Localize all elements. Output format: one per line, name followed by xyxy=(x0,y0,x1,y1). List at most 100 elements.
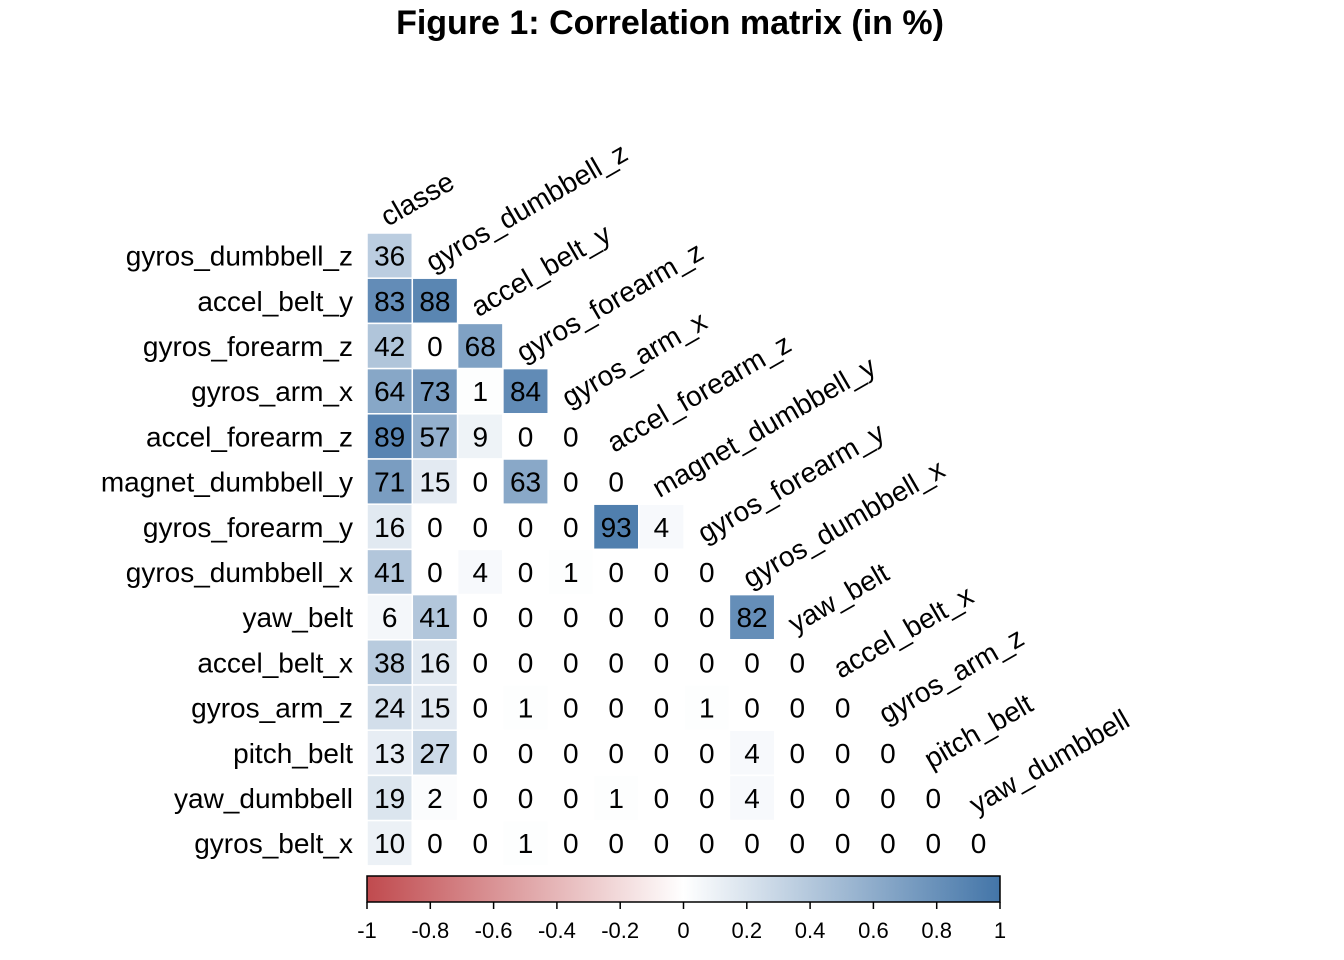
heatmap-cell xyxy=(728,593,776,641)
heatmap-cell xyxy=(638,729,685,777)
cell-value-label: 0 xyxy=(518,783,534,814)
cell-value-label: 0 xyxy=(563,647,579,678)
cell-value-label: 0 xyxy=(518,738,534,769)
heatmap-cell xyxy=(728,729,776,777)
cell-value-label: 0 xyxy=(472,602,488,633)
heatmap-cell xyxy=(592,729,640,777)
heatmap-cell xyxy=(456,774,504,822)
cell-value-label: 0 xyxy=(427,828,443,859)
heatmap-cell xyxy=(638,774,685,822)
cell-value-label: 0 xyxy=(427,557,443,588)
heatmap-cell xyxy=(773,639,821,686)
cell-value-label: 84 xyxy=(510,376,541,407)
heatmap-cell xyxy=(683,729,731,777)
cell-value-label: 73 xyxy=(419,376,450,407)
heatmap-cell xyxy=(864,729,912,777)
cell-value-label: 0 xyxy=(427,512,443,543)
heatmap-cell xyxy=(411,458,459,505)
cell-value-label: 89 xyxy=(374,421,405,452)
heatmap-cell xyxy=(728,774,776,822)
heatmap-cell xyxy=(366,593,414,641)
cell-value-label: 0 xyxy=(880,828,896,859)
cell-value-label: 0 xyxy=(744,647,760,678)
cell-value-label: 0 xyxy=(744,693,760,724)
colorbar-tick-label: 0 xyxy=(677,918,689,943)
cell-value-label: 1 xyxy=(518,828,534,859)
heatmap-cell xyxy=(955,819,1002,867)
cell-value-label: 0 xyxy=(835,783,851,814)
heatmap-cell xyxy=(411,639,459,686)
heatmap-cell xyxy=(456,639,504,686)
heatmap-cell xyxy=(683,548,731,596)
cell-value-label: 83 xyxy=(374,286,405,317)
row-label: accel_belt_x xyxy=(197,647,353,678)
heatmap-cell xyxy=(909,819,957,867)
colorbar-tick-label: 0.2 xyxy=(732,918,763,943)
cell-value-label: 0 xyxy=(699,557,715,588)
cell-value-label: 0 xyxy=(880,783,896,814)
cell-value-label: 4 xyxy=(654,512,670,543)
column-label: yaw_belt xyxy=(783,557,894,639)
heatmap-cell xyxy=(366,232,414,279)
cell-value-label: 0 xyxy=(699,738,715,769)
heatmap-cell xyxy=(547,458,595,505)
row-labels: gyros_dumbbell_z accel_belt_y gyros_forear… xyxy=(101,241,353,860)
cell-value-label: 0 xyxy=(472,467,488,498)
colorbar-tick-label: -0.2 xyxy=(601,918,639,943)
cell-value-label: 0 xyxy=(608,828,624,859)
heatmap-cell xyxy=(366,684,414,731)
cell-value-label: 6 xyxy=(382,602,398,633)
heatmap-cell xyxy=(864,819,912,867)
heatmap-cell xyxy=(366,548,414,596)
cell-value-label: 4 xyxy=(744,783,760,814)
cell-value-label: 0 xyxy=(608,693,624,724)
cell-value-label: 0 xyxy=(835,693,851,724)
cell-value-label: 0 xyxy=(744,828,760,859)
cell-value-label: 0 xyxy=(835,828,851,859)
cell-value-label: 0 xyxy=(699,828,715,859)
cell-value-label: 0 xyxy=(608,738,624,769)
heatmap-cell xyxy=(592,684,640,731)
cell-value-label: 2 xyxy=(427,783,443,814)
cell-value-label: 0 xyxy=(790,783,806,814)
heatmap-cell xyxy=(819,684,867,731)
row-label: yaw_dumbbell xyxy=(174,783,353,814)
heatmap-cell xyxy=(592,639,640,686)
colorbar-tick-label: -0.4 xyxy=(538,918,576,943)
cell-value-label: 63 xyxy=(510,467,541,498)
cell-value-label: 38 xyxy=(374,647,405,678)
cell-value-label: 0 xyxy=(608,467,624,498)
row-label: gyros_arm_x xyxy=(191,376,353,407)
heatmap-cell xyxy=(592,819,640,867)
colorbar-tick-label: -0.6 xyxy=(475,918,513,943)
row-label: gyros_forearm_z xyxy=(143,331,353,362)
cell-value-label: 0 xyxy=(427,331,443,362)
cell-value-label: 1 xyxy=(563,557,579,588)
heatmap-cell xyxy=(411,819,459,867)
cell-value-label: 4 xyxy=(744,738,760,769)
cell-value-label: 0 xyxy=(880,738,896,769)
heatmap-cells xyxy=(366,232,1002,867)
row-label: yaw_belt xyxy=(242,602,353,633)
heatmap-cell xyxy=(773,774,821,822)
cell-value-label: 0 xyxy=(654,738,670,769)
cell-value-label: 0 xyxy=(472,647,488,678)
cell-value-label: 0 xyxy=(654,783,670,814)
heatmap-cell xyxy=(819,819,867,867)
cell-value-label: 27 xyxy=(419,738,450,769)
heatmap-cell xyxy=(366,458,414,505)
cell-value-label: 0 xyxy=(790,828,806,859)
colorbar-tick-label: -1 xyxy=(357,918,377,943)
cell-value-label: 15 xyxy=(419,693,450,724)
cell-value-label: 24 xyxy=(374,693,405,724)
heatmap-cell xyxy=(547,819,595,867)
cell-value-label: 0 xyxy=(925,783,941,814)
cell-value-label: 9 xyxy=(472,421,488,452)
heatmap-cell xyxy=(411,413,459,460)
heatmap-cell xyxy=(683,639,731,686)
heatmap-cell xyxy=(592,458,640,505)
cell-value-label: 0 xyxy=(654,828,670,859)
cell-value-label: 93 xyxy=(601,512,632,543)
cell-value-label: 57 xyxy=(419,421,450,452)
